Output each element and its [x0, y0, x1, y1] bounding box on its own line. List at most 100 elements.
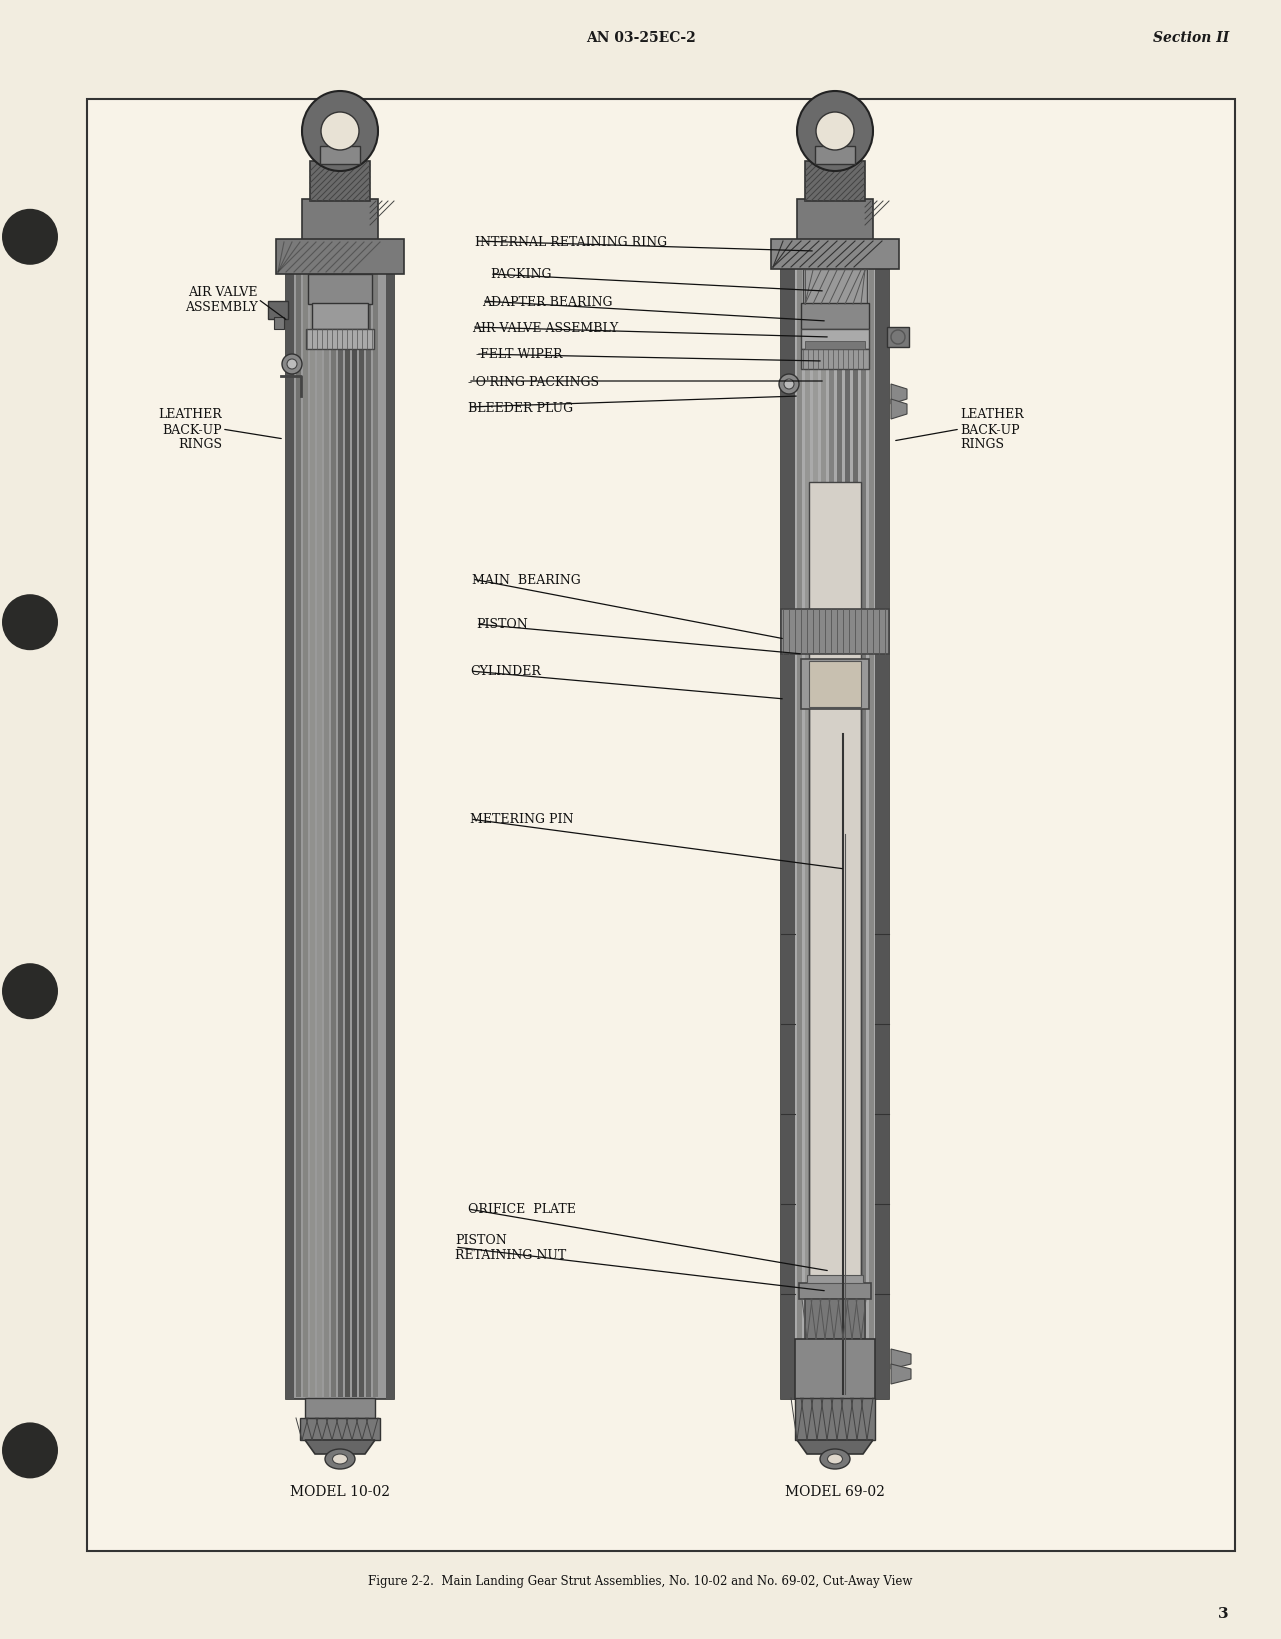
Bar — [359, 252, 364, 1396]
Bar — [803, 270, 867, 305]
Bar — [799, 1283, 871, 1300]
Ellipse shape — [325, 1449, 355, 1469]
Text: ADAPTER BEARING: ADAPTER BEARING — [482, 295, 612, 308]
Bar — [305, 1398, 375, 1418]
Bar — [302, 200, 378, 261]
Bar — [300, 1418, 380, 1441]
Text: 3: 3 — [1218, 1606, 1228, 1619]
Bar — [797, 200, 872, 261]
Text: -FELT WIPER: -FELT WIPER — [477, 349, 562, 361]
Text: LEATHER
BACK-UP
RINGS: LEATHER BACK-UP RINGS — [959, 408, 1024, 451]
Bar — [275, 239, 404, 275]
Text: AIR VALVE ASSEMBLY: AIR VALVE ASSEMBLY — [471, 321, 619, 334]
Circle shape — [3, 210, 58, 266]
Circle shape — [287, 361, 297, 370]
Bar — [386, 249, 395, 1400]
Bar — [886, 328, 910, 347]
Bar — [804, 252, 810, 1396]
Text: AIR VALVE
ASSEMBLY: AIR VALVE ASSEMBLY — [186, 285, 257, 313]
Bar — [801, 303, 869, 329]
Bar — [268, 302, 288, 320]
Text: Section II: Section II — [1153, 31, 1228, 44]
Bar — [274, 318, 284, 329]
Polygon shape — [305, 1441, 375, 1454]
Text: MODEL 10-02: MODEL 10-02 — [290, 1483, 389, 1498]
Bar — [366, 252, 371, 1396]
Bar — [829, 252, 834, 1396]
Bar — [797, 252, 802, 1396]
Bar — [373, 252, 378, 1396]
Bar — [306, 329, 374, 349]
Text: PACKING: PACKING — [491, 269, 552, 282]
Polygon shape — [892, 385, 907, 405]
Text: -'O'RING PACKINGS: -'O'RING PACKINGS — [468, 375, 600, 388]
Bar — [861, 252, 866, 1396]
Bar — [804, 1300, 865, 1339]
Bar — [796, 1398, 875, 1441]
Ellipse shape — [302, 92, 378, 172]
Bar — [836, 252, 842, 1396]
Bar — [804, 162, 865, 202]
Bar — [307, 275, 371, 305]
Bar — [313, 303, 368, 329]
Text: PISTON: PISTON — [477, 618, 528, 631]
Bar — [330, 252, 336, 1396]
Bar — [338, 252, 343, 1396]
Bar — [781, 610, 889, 654]
Bar — [310, 252, 315, 1396]
Polygon shape — [892, 1349, 911, 1369]
Ellipse shape — [333, 1454, 347, 1464]
Bar — [296, 252, 301, 1396]
Text: ORIFICE  PLATE: ORIFICE PLATE — [468, 1203, 576, 1216]
Text: PISTON
RETAINING NUT: PISTON RETAINING NUT — [455, 1233, 566, 1262]
Bar — [87, 100, 1235, 1550]
Bar — [304, 252, 307, 1396]
Ellipse shape — [820, 1449, 851, 1469]
Bar — [801, 349, 869, 370]
Bar — [813, 252, 819, 1396]
Text: METERING PIN: METERING PIN — [470, 813, 574, 826]
Bar — [875, 249, 889, 1400]
Bar — [821, 252, 826, 1396]
Bar — [804, 343, 865, 349]
Bar — [801, 659, 869, 710]
Circle shape — [3, 595, 58, 651]
Bar — [796, 1339, 875, 1400]
Circle shape — [282, 354, 302, 375]
Text: MAIN  BEARING: MAIN BEARING — [471, 574, 580, 587]
Bar — [781, 249, 796, 1400]
Polygon shape — [892, 400, 907, 420]
Text: INTERNAL RETAINING RING: INTERNAL RETAINING RING — [475, 236, 667, 249]
Bar — [853, 252, 858, 1396]
Bar — [286, 249, 295, 1400]
Bar — [286, 249, 395, 1400]
Text: CYLINDER: CYLINDER — [470, 665, 541, 679]
Bar — [815, 148, 854, 166]
Text: Figure 2-2.  Main Landing Gear Strut Assemblies, No. 10-02 and No. 69-02, Cut-Aw: Figure 2-2. Main Landing Gear Strut Asse… — [369, 1575, 912, 1588]
Bar — [801, 329, 869, 349]
Text: AN 03-25EC-2: AN 03-25EC-2 — [585, 31, 696, 44]
Bar — [316, 252, 322, 1396]
Ellipse shape — [797, 92, 872, 172]
Bar — [352, 252, 357, 1396]
Circle shape — [3, 964, 58, 1019]
Ellipse shape — [322, 113, 359, 151]
Bar — [807, 1275, 863, 1283]
Bar — [869, 252, 874, 1396]
Circle shape — [784, 380, 794, 390]
Circle shape — [779, 375, 799, 395]
Bar — [810, 484, 861, 1396]
Text: MODEL 69-02: MODEL 69-02 — [785, 1483, 885, 1498]
Circle shape — [3, 1423, 58, 1478]
Bar — [781, 249, 889, 1400]
Ellipse shape — [828, 1454, 843, 1464]
Bar — [324, 252, 329, 1396]
Bar — [320, 148, 360, 166]
Bar — [810, 662, 861, 708]
Bar — [845, 252, 851, 1396]
Polygon shape — [797, 1441, 872, 1454]
Bar — [771, 239, 899, 270]
Bar — [310, 162, 370, 202]
Text: BLEEDER PLUG: BLEEDER PLUG — [468, 402, 573, 415]
Bar — [345, 252, 350, 1396]
